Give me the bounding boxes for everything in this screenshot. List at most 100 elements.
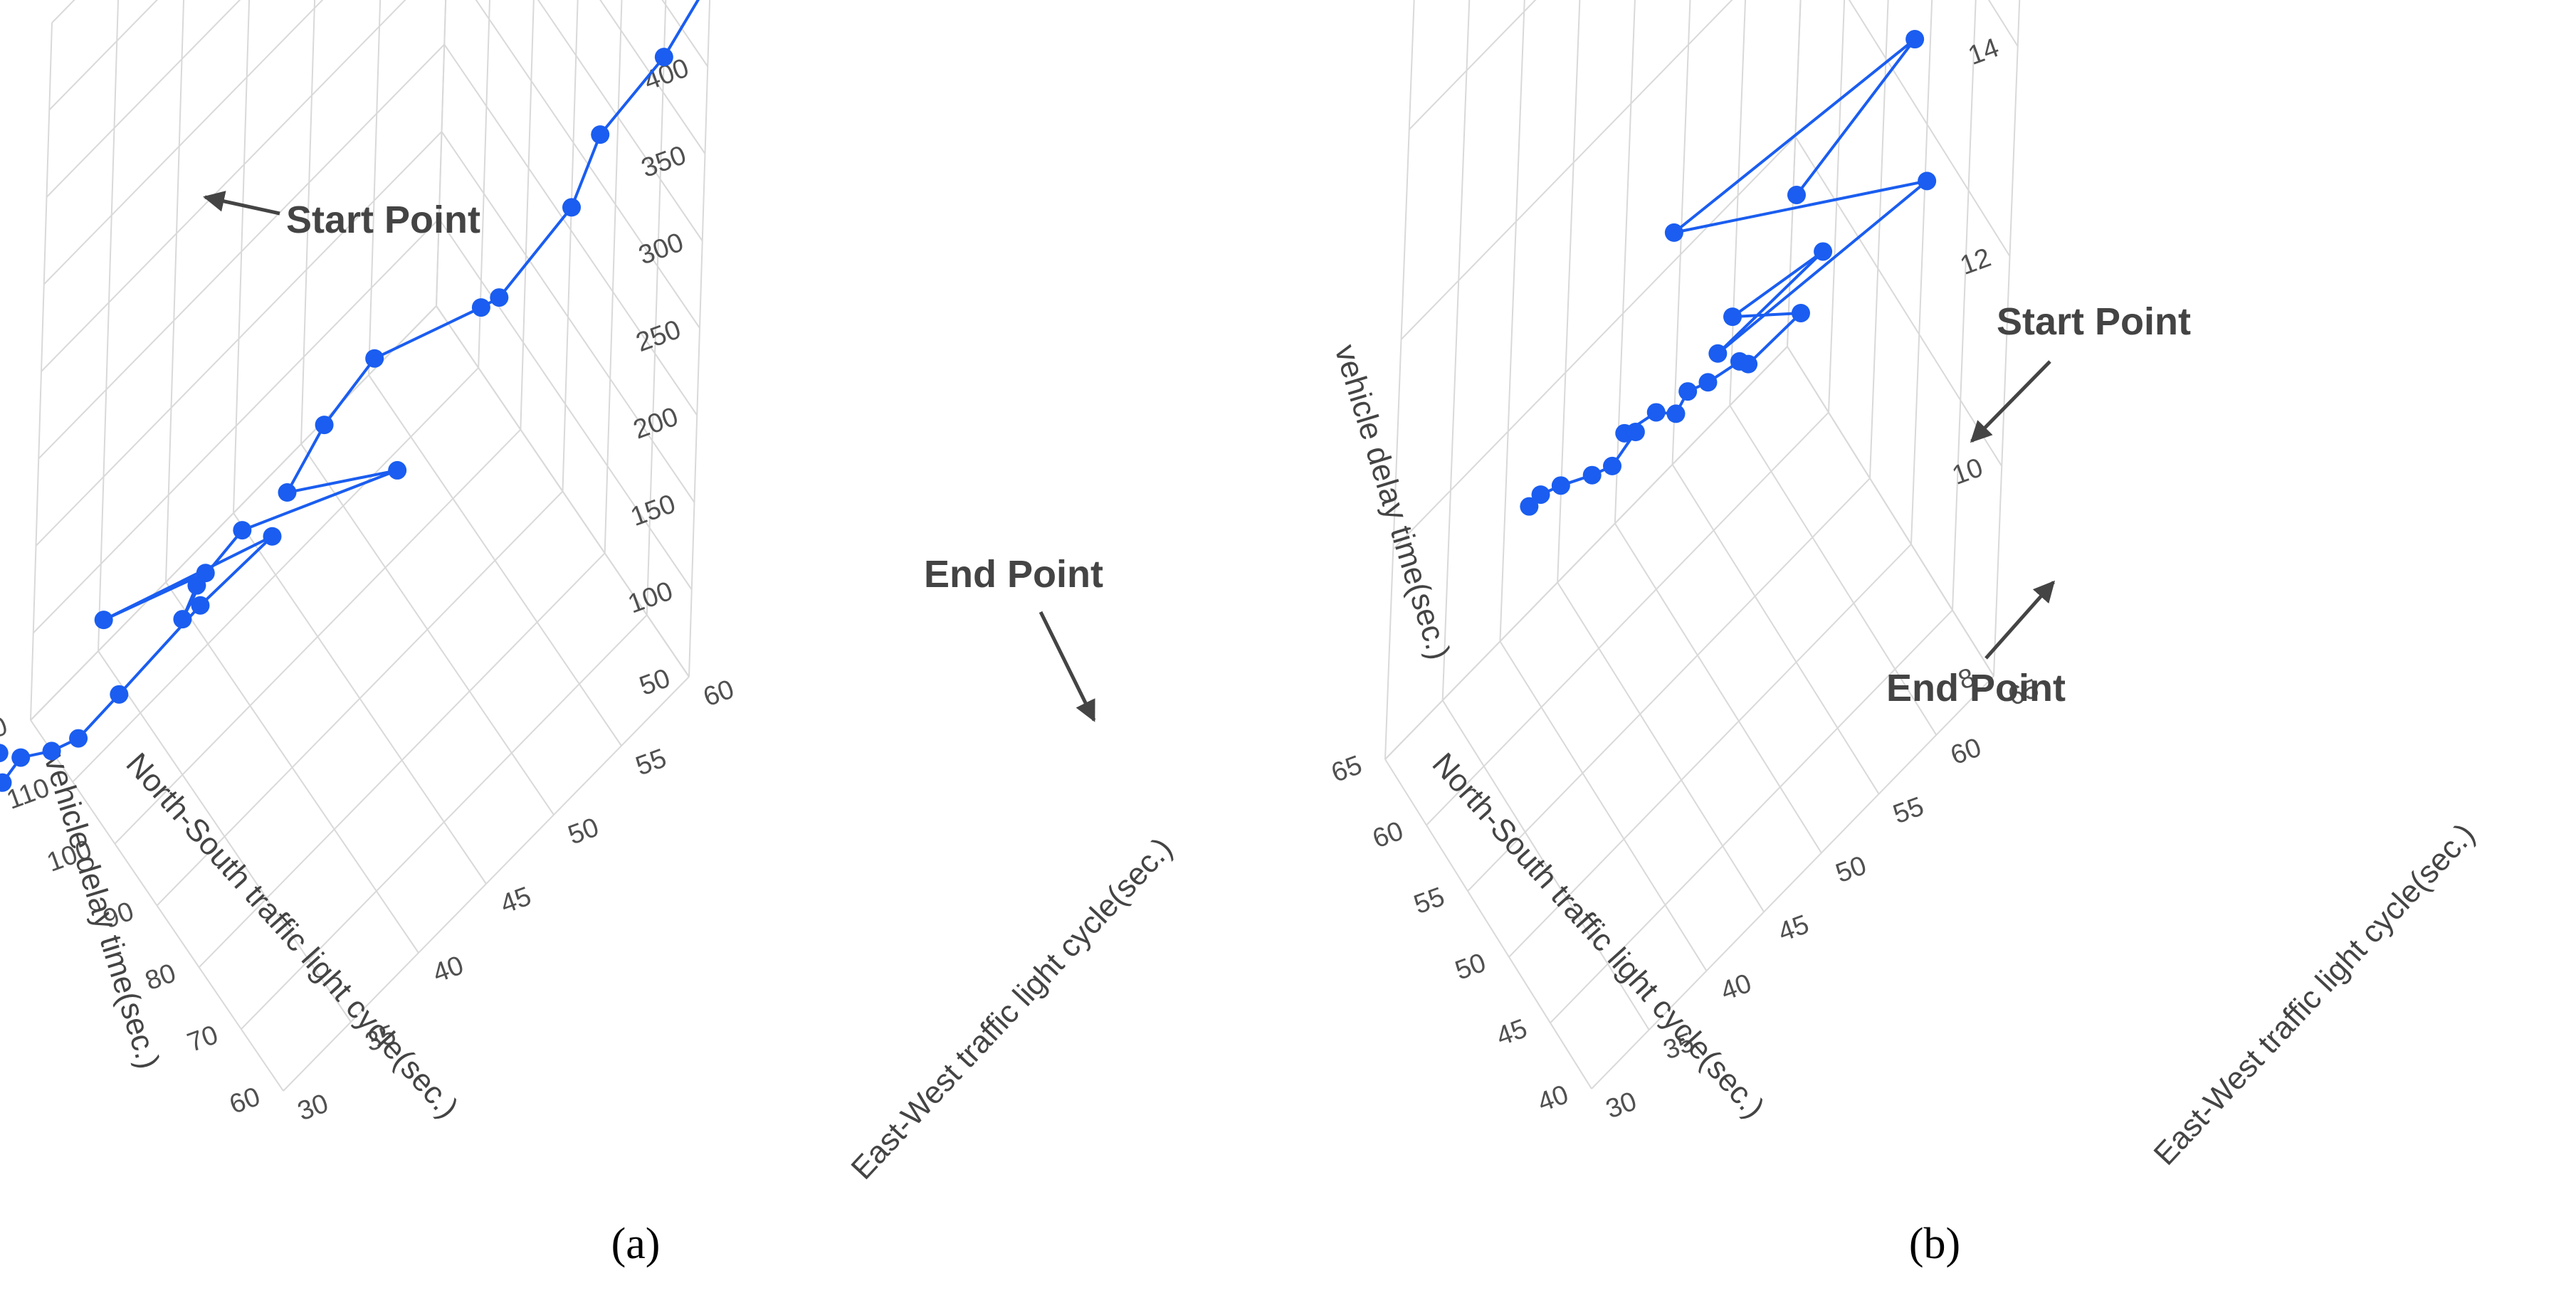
wall-gridline [33,218,440,634]
panel-a-x-axis-title: North-South traffic light cycle(sec.) [120,746,466,1125]
x-tick-label: 50 [1451,948,1490,986]
data-point [1551,476,1570,495]
x-tick-label: 55 [1410,882,1449,920]
wall-gridline [443,43,698,416]
floor-gridline [30,719,284,1092]
data-point [196,564,215,583]
floor-gridline [1557,581,1765,912]
floor-gridline [1467,477,1871,892]
panel-b-start-point-arrow [1970,360,2051,443]
wall-gridline [98,0,120,652]
data-point [69,729,88,748]
wall-gridline [1557,0,1581,583]
y-tick-label: 50 [1832,850,1871,889]
wall-gridline [436,0,447,307]
wall-gridline [1848,0,2011,257]
wall-gridline [30,305,437,721]
x-tick-label: 80 [142,958,180,996]
data-point [1626,422,1645,441]
data-point [191,596,210,615]
x-tick-label: 60 [1369,816,1407,855]
panel-a-start-point-label: Start Point [286,199,480,241]
floor-gridline [368,374,622,746]
wall-gridline [43,0,324,285]
panel-b-end-point-arrow [1984,580,2055,660]
y-tick-label: 60 [700,675,738,713]
data-point [1814,242,1833,261]
z-tick-label: 350 [638,140,690,184]
z-tick-label: 50 [636,663,674,702]
panel-b-x-axis-title: North-South traffic light cycle(sec.) [1426,746,1772,1125]
wall-gridline [1729,0,1747,406]
y-tick-label: 30 [294,1089,332,1127]
y-tick-label: 40 [1717,969,1755,1007]
z-tick-label: 150 [627,489,680,532]
data-point [562,198,581,217]
data-point [471,298,490,317]
data-point [1918,171,1937,191]
wall-gridline [1384,0,1415,760]
floor-gridline [1614,523,1822,854]
floor-gridline [1550,609,1953,1024]
data-point [1698,373,1718,392]
data-point [0,773,12,792]
panel-a-series [0,0,700,792]
data-point [263,527,282,546]
data-point [0,744,9,763]
y-tick-label: 60 [1947,732,1985,771]
panel-a-grid [30,0,711,1092]
z-tick-label: 450 [643,0,695,9]
y-tick-label: 55 [1889,791,1928,830]
panel-a-y-axis-title: East-West traffic light cycle(sec.) [844,831,1179,1186]
wall-gridline [441,131,695,503]
data-point [1791,303,1810,322]
floor-gridline [165,581,419,954]
floor-gridline [1426,411,1829,826]
data-point [1787,185,1806,204]
y-tick-label: 45 [497,882,535,920]
data-point [1603,456,1622,475]
data-point [365,349,384,368]
data-point [278,483,297,502]
wall-gridline [537,0,703,242]
z-tick-label: 10 [1948,453,1987,491]
floor-gridline [1441,700,1650,1030]
series-line [0,0,700,787]
wall-gridline [604,0,623,554]
floor-gridline [1591,675,1994,1089]
data-point [654,48,673,67]
panel-b-ticks: 8101214164045505560653035404550556065 [1328,33,2043,1124]
wall-gridline [1828,0,1846,413]
wall-gridline [38,43,445,460]
data-point [94,611,113,630]
panel-b-chart: 8101214164045505560653035404550556065 ve… [1328,0,2481,1268]
wall-gridline [438,218,693,591]
panel-a-end-point-arrow [1039,611,1096,722]
wall-gridline [436,305,690,677]
floor-gridline [300,443,554,816]
wall-gridline [46,0,241,198]
wall-gridline [35,131,443,547]
panel-b-label: (b) [1909,1220,1960,1268]
panel-b-z-axis-title: vehicle delay time(sec.) [1328,341,1456,664]
wall-gridline [1384,346,1788,760]
data-point [11,748,31,767]
wall-gridline [475,0,700,329]
wall-gridline [1499,0,1525,642]
z-tick-label: 250 [632,315,685,358]
data-point [1666,404,1686,423]
wall-gridline [1441,0,1471,701]
data-point [1646,403,1666,422]
floor-gridline [1499,640,1708,971]
data-point [173,610,192,629]
data-point [591,125,610,144]
panel-b-series [1520,30,1937,516]
panel-a-label: (a) [611,1220,661,1268]
x-tick-label: 60 [226,1082,264,1120]
x-tick-label: 65 [1328,750,1366,788]
wall-gridline [48,0,158,111]
wall-gridline [1614,0,1636,524]
z-tick-label: 12 [1956,243,1994,281]
y-tick-label: 45 [1775,909,1813,948]
